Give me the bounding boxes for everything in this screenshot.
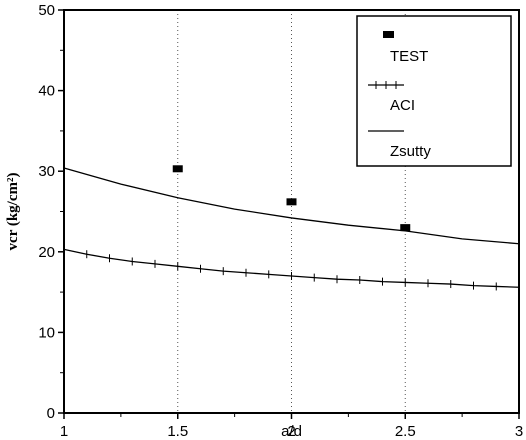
y-tick-label: 30	[38, 163, 55, 180]
legend-zsutty-label: Zsutty	[390, 143, 431, 160]
y-tick-label: 40	[38, 83, 55, 100]
series-aci	[63, 245, 520, 292]
y-tick-label: 10	[38, 324, 55, 341]
series-zsutty	[63, 167, 520, 245]
y-tick-label: 20	[38, 244, 55, 261]
legend-aci-label: ACI	[390, 97, 415, 114]
y-axis-label: vсr (kg/cm²)	[5, 173, 21, 251]
y-axis: 0 10 20 30 40 50	[38, 2, 64, 422]
x-axis: 1 1.5 2 2.5 3	[60, 413, 523, 440]
legend: TEST ACI Zsutty	[356, 15, 512, 167]
x-tick-label: 2.5	[395, 423, 416, 440]
test-point	[400, 224, 411, 232]
legend-test-label: TEST	[390, 48, 428, 65]
x-tick-label: 1.5	[167, 423, 188, 440]
y-tick-label: 0	[47, 405, 55, 422]
x-tick-label: 3	[515, 423, 523, 440]
x-axis-label: a/d	[281, 423, 302, 440]
zsutty-line	[63, 167, 520, 245]
series-test	[172, 165, 411, 232]
legend-box	[356, 15, 512, 167]
test-point	[172, 165, 183, 173]
x-tick-label: 1	[60, 423, 68, 440]
legend-test-marker	[383, 31, 394, 38]
x-tick-label: 2	[287, 423, 295, 440]
y-tick-label: 50	[38, 2, 55, 19]
test-point	[286, 198, 297, 206]
